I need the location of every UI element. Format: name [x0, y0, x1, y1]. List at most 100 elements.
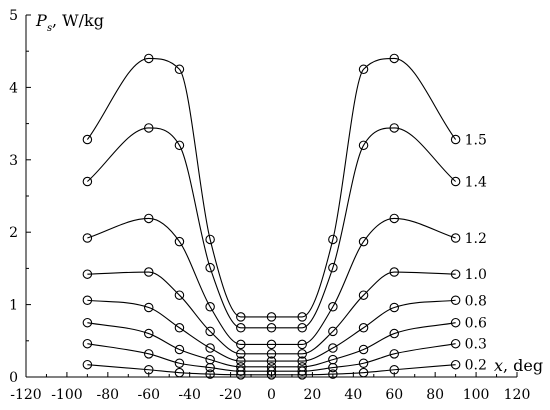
data-point: [297, 339, 307, 350]
data-point: [389, 123, 399, 133]
data-point: [328, 369, 338, 379]
series-1.4: 1.4: [82, 123, 487, 333]
series-label: 1.5: [465, 133, 487, 149]
series-label: 1.4: [465, 175, 487, 191]
series-label: 0.6: [465, 316, 487, 332]
data-point: [358, 358, 369, 368]
data-point: [297, 356, 307, 366]
data-point: [205, 362, 215, 373]
x-tick-label: 40: [344, 387, 362, 403]
data-point: [450, 233, 461, 243]
series-label: 0.2: [465, 358, 487, 374]
y-tick-label: 3: [9, 153, 18, 169]
series-group: 1.5 1.4 1.2 1.0 0.8 0.6 0.3 0.2: [82, 53, 487, 380]
x-axis-label-var: x: [494, 356, 503, 375]
data-point: [328, 343, 338, 353]
x-tick-label: -20: [219, 387, 242, 403]
data-point: [297, 366, 307, 376]
data-point: [236, 312, 246, 322]
x-tick-label: -100: [51, 387, 82, 403]
data-point: [236, 349, 246, 359]
data-point: [450, 295, 461, 306]
data-point: [144, 267, 154, 277]
data-point: [236, 356, 246, 366]
x-tick-label: 20: [304, 387, 322, 403]
data-point: [82, 176, 93, 187]
data-point: [174, 64, 185, 75]
series-0.6: 0.6: [82, 316, 487, 372]
data-point: [174, 236, 185, 247]
x-tick-label: 0: [267, 387, 276, 403]
data-point: [266, 366, 277, 376]
series-label: 0.8: [465, 293, 487, 309]
data-point: [174, 140, 185, 151]
series-line: [87, 271, 456, 355]
data-point: [450, 317, 461, 328]
data-point: [82, 295, 93, 306]
series-1.5: 1.5: [82, 53, 487, 322]
data-point: [450, 176, 461, 187]
data-point: [297, 323, 307, 333]
data-point: [389, 365, 399, 375]
data-point: [297, 370, 307, 380]
series-1.2: 1.2: [82, 213, 487, 350]
data-point: [174, 358, 185, 368]
data-point: [358, 236, 369, 247]
x-tick-label: -60: [137, 387, 160, 403]
data-point: [174, 367, 185, 378]
data-point: [297, 349, 307, 359]
data-point: [266, 339, 277, 350]
series-label: 1.2: [465, 231, 487, 247]
data-point: [82, 233, 93, 243]
data-point: [358, 367, 369, 378]
data-point: [328, 262, 338, 273]
series-line: [87, 364, 456, 376]
x-tick-label: 120: [504, 387, 531, 403]
series-0.3: 0.3: [82, 337, 487, 376]
y-tick-label: 1: [9, 298, 18, 314]
series-0.8: 0.8: [82, 293, 487, 366]
data-point: [205, 343, 215, 353]
data-point: [205, 262, 215, 273]
data-point: [82, 317, 93, 328]
data-point: [174, 323, 185, 333]
data-point: [144, 213, 154, 224]
data-point: [82, 359, 93, 370]
x-tick-label: -40: [178, 387, 201, 403]
x-tick-label: -80: [97, 387, 120, 403]
data-point: [174, 344, 185, 355]
y-axis-label-var: P: [35, 11, 47, 30]
data-point: [236, 339, 246, 350]
labels: P s , W/kg x , deg: [35, 11, 543, 375]
data-point: [450, 269, 461, 279]
data-point: [144, 302, 154, 313]
data-point: [205, 369, 215, 379]
y-tick-label: 2: [9, 225, 18, 241]
data-point: [144, 53, 154, 64]
data-point: [389, 302, 399, 313]
data-point: [358, 323, 369, 333]
data-point: [389, 349, 399, 359]
data-point: [144, 123, 154, 133]
data-point: [358, 344, 369, 355]
data-point: [82, 134, 93, 145]
data-point: [144, 349, 154, 359]
x-tick-label: 100: [463, 387, 490, 403]
y-axis-label-unit: , W/kg: [52, 11, 104, 30]
axes: [25, 15, 517, 378]
x-tick-label: 80: [426, 387, 444, 403]
data-point: [358, 290, 369, 300]
data-point: [174, 290, 185, 300]
series-1.0: 1.0: [82, 267, 487, 359]
data-point: [144, 365, 154, 375]
series-label: 1.0: [465, 267, 487, 283]
data-point: [236, 323, 246, 333]
data-point: [266, 312, 277, 322]
data-point: [297, 312, 307, 322]
data-point: [358, 140, 369, 151]
data-point: [266, 356, 277, 366]
series-0.2: 0.2: [82, 358, 487, 380]
data-point: [450, 359, 461, 370]
data-point: [450, 134, 461, 145]
